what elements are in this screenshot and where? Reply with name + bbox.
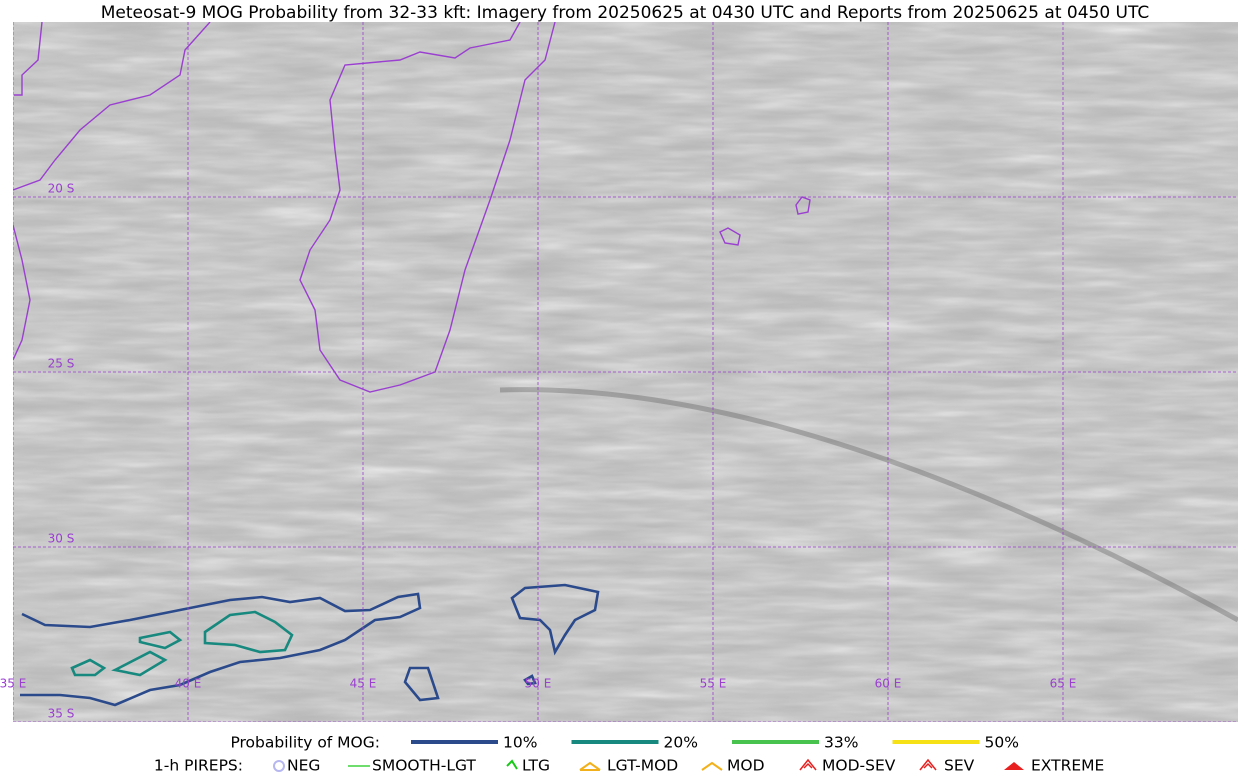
legend-label: SEV [944,757,975,775]
legend-label: LTG [522,757,550,775]
legend-label: LGT-MOD [607,757,678,775]
lat-label: 20 S [48,182,75,196]
lon-label: 55 E [700,677,727,691]
legend-label: EXTREME [1031,757,1104,775]
pirep-icon [273,760,285,772]
legend-label: MOD [727,757,765,775]
legend-label: SMOOTH-LGT [372,757,476,775]
legend-label: 33% [824,734,858,752]
legend-label: NEG [287,757,320,775]
graticule-labels: 20 S 25 S 30 S 35 S 35 E 40 E 45 E 50 E 55 E 60 E… [0,182,1076,721]
lon-label: 45 E [350,677,377,691]
map [13,22,1238,722]
legend-label: 50% [985,734,1019,752]
lon-label: 60 E [875,677,902,691]
coastlines [13,22,811,393]
pirep-icon [579,761,601,771]
cloud-band [499,387,1238,623]
pirep-icon [701,761,723,771]
legend-label: 20% [664,734,698,752]
lat-label: 35 S [48,707,75,721]
lat-label: 30 S [48,532,75,546]
pirep-icon [799,758,817,771]
pirep-icon [919,758,937,771]
legend: Probability of MOG: 10% 20% 33% 50% 1-h PIREP… [154,734,1104,775]
mog-contours [20,583,600,707]
lat-label: 25 S [48,357,75,371]
legend-title: 1-h PIREPS: [154,757,243,775]
lon-label: 40 E [175,677,202,691]
legend-label: 10% [503,734,537,752]
lon-label: 35 E [0,677,26,691]
pirep-icon [1004,762,1024,770]
legend-title: Probability of MOG: [230,734,380,752]
legend-label: MOD-SEV [822,757,896,775]
title: Meteosat-9 MOG Probability from 32-33 kf… [101,3,1150,23]
lon-label: 65 E [1050,677,1077,691]
pirep-icon [506,759,518,770]
graticule [13,22,1238,722]
lon-label: 50 E [525,677,552,691]
